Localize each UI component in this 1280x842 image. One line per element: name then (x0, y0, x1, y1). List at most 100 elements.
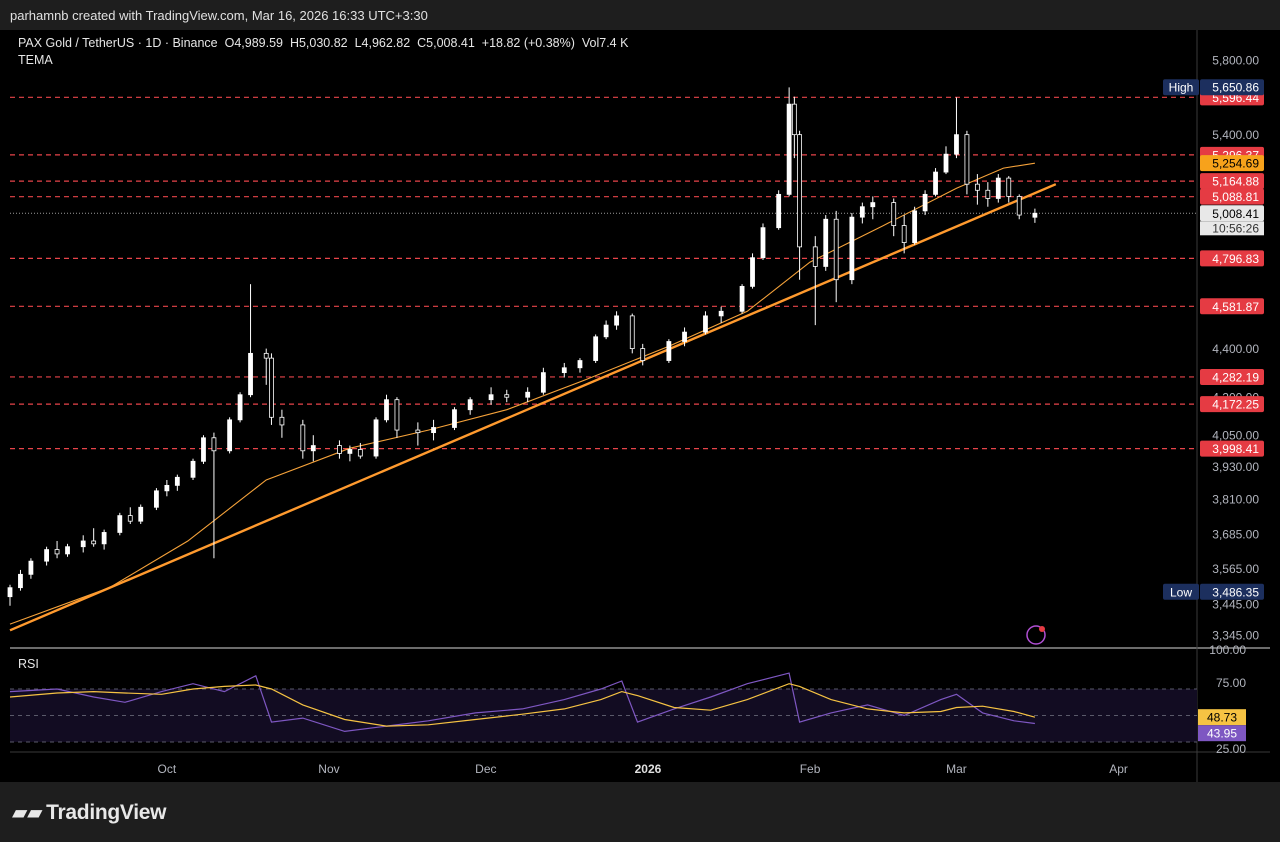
rsi-line (9, 672, 1035, 733)
candle-body (347, 449, 353, 454)
legend-symbol: PAX Gold / TetherUS · 1D · Binance (18, 36, 218, 50)
candle-body (629, 315, 635, 350)
candle-body (943, 153, 949, 173)
rsi-legend[interactable]: RSI (18, 657, 39, 671)
candle-body (593, 336, 599, 361)
candle-body (682, 331, 687, 342)
low-value-bg (1200, 583, 1264, 600)
candle-body (912, 210, 918, 243)
level-tag-bg (1200, 440, 1264, 457)
level-tag-label: 4,282.19 (1212, 370, 1259, 384)
level-tag-label: 4,581.87 (1212, 300, 1259, 314)
candle-body (452, 409, 457, 428)
candle-body (561, 367, 567, 374)
level-tag-bg (1200, 173, 1264, 190)
lightning-alert-icon (1026, 625, 1046, 645)
level-tag-label: 3,998.41 (1212, 442, 1259, 456)
candle-body (101, 532, 107, 545)
candle-body (154, 490, 159, 508)
tema-value-bg (1200, 155, 1264, 172)
candle-body (985, 189, 991, 199)
candle-body (190, 460, 196, 478)
level-tag-label: 4,172.25 (1212, 398, 1259, 412)
candle-body (603, 324, 609, 338)
candle-body (995, 177, 1001, 199)
rsi-ma-value: 48.73 (1207, 711, 1237, 725)
candle-body (718, 310, 724, 317)
countdown-value: 10:56:26 (1212, 221, 1259, 235)
indicator-name[interactable]: TEMA (18, 53, 53, 67)
level-tag-bg (1200, 188, 1264, 205)
candle-body (823, 218, 829, 267)
tema-value: 5,254.69 (1212, 157, 1259, 171)
price-tick-label: 4,050.00 (1212, 429, 1259, 443)
low-value: 3,486.35 (1212, 585, 1259, 599)
level-tag-label: 5,164.88 (1212, 175, 1259, 189)
candle-body (248, 352, 253, 396)
candle-body (211, 437, 217, 452)
candle-body (577, 360, 583, 369)
indicator-legend[interactable]: TEMA (18, 53, 53, 67)
rsi-tick-label: 100.00 (1209, 643, 1246, 657)
candle-body (1016, 196, 1022, 216)
price-tick-label: 5,800.00 (1212, 54, 1259, 68)
candle-body (933, 171, 938, 195)
candle-body (525, 391, 531, 398)
level-tag-bg (1200, 368, 1264, 385)
candle-body (760, 227, 766, 259)
candle-body (797, 134, 802, 248)
candle-body (776, 193, 782, 229)
candle-body (488, 394, 494, 401)
candle-body (614, 315, 619, 326)
alert-dot-icon (1039, 626, 1045, 632)
candle-body (703, 315, 708, 333)
candle-body (786, 103, 792, 195)
candle-body (337, 445, 342, 454)
candle-body (922, 193, 928, 212)
candle-body (666, 341, 672, 361)
candle-body (80, 540, 86, 548)
candle-body (18, 573, 23, 589)
candle-body (300, 424, 306, 452)
last-price-value-bg (1200, 205, 1264, 222)
high-value: 5,650.86 (1212, 81, 1259, 95)
level-tag-bg (1200, 298, 1264, 315)
price-tick-label: 5,400.00 (1212, 128, 1259, 142)
rsi-name[interactable]: RSI (18, 657, 39, 671)
candle-body (227, 419, 233, 452)
level-tag-bg (1200, 396, 1264, 413)
candle-body (540, 372, 546, 393)
candle-body (750, 257, 755, 287)
time-tick-label: Dec (475, 762, 496, 776)
time-tick-label: Apr (1109, 762, 1128, 776)
legend-close: C5,008.41 (417, 36, 475, 50)
candle-body (394, 399, 400, 431)
price-tick-label: 4,400.00 (1212, 342, 1259, 356)
candle-body (28, 560, 34, 575)
legend-high: H5,030.82 (289, 36, 348, 50)
candle-body (849, 216, 855, 281)
candle-body (269, 357, 274, 418)
candle-body (739, 285, 745, 312)
candle-body (7, 587, 13, 598)
time-tick-label: Feb (800, 762, 821, 776)
rsi-tick-label: 75.00 (1216, 676, 1246, 690)
level-tag-label: 5,088.81 (1212, 190, 1259, 204)
candle-body (431, 427, 436, 434)
credit-bar: parhamnb created with TradingView.com, M… (0, 0, 1280, 30)
price-tick-label: 3,345.00 (1212, 629, 1259, 643)
rsi-value-tag-bg (1198, 725, 1246, 742)
level-tag-bg (1200, 250, 1264, 267)
legend-low: L4,962.82 (354, 36, 411, 50)
candle-body (467, 399, 473, 411)
low-tag-bg (1163, 583, 1199, 600)
high-value-bg (1200, 79, 1264, 96)
price-tick-label: 3,685.00 (1212, 527, 1259, 541)
price-tick-label: 3,810.00 (1212, 493, 1259, 507)
branding-bar (0, 782, 1280, 842)
candle-body (201, 437, 206, 462)
candle-body (138, 506, 144, 522)
level-tag-label: 4,796.83 (1212, 252, 1259, 266)
candle-body (812, 246, 818, 267)
